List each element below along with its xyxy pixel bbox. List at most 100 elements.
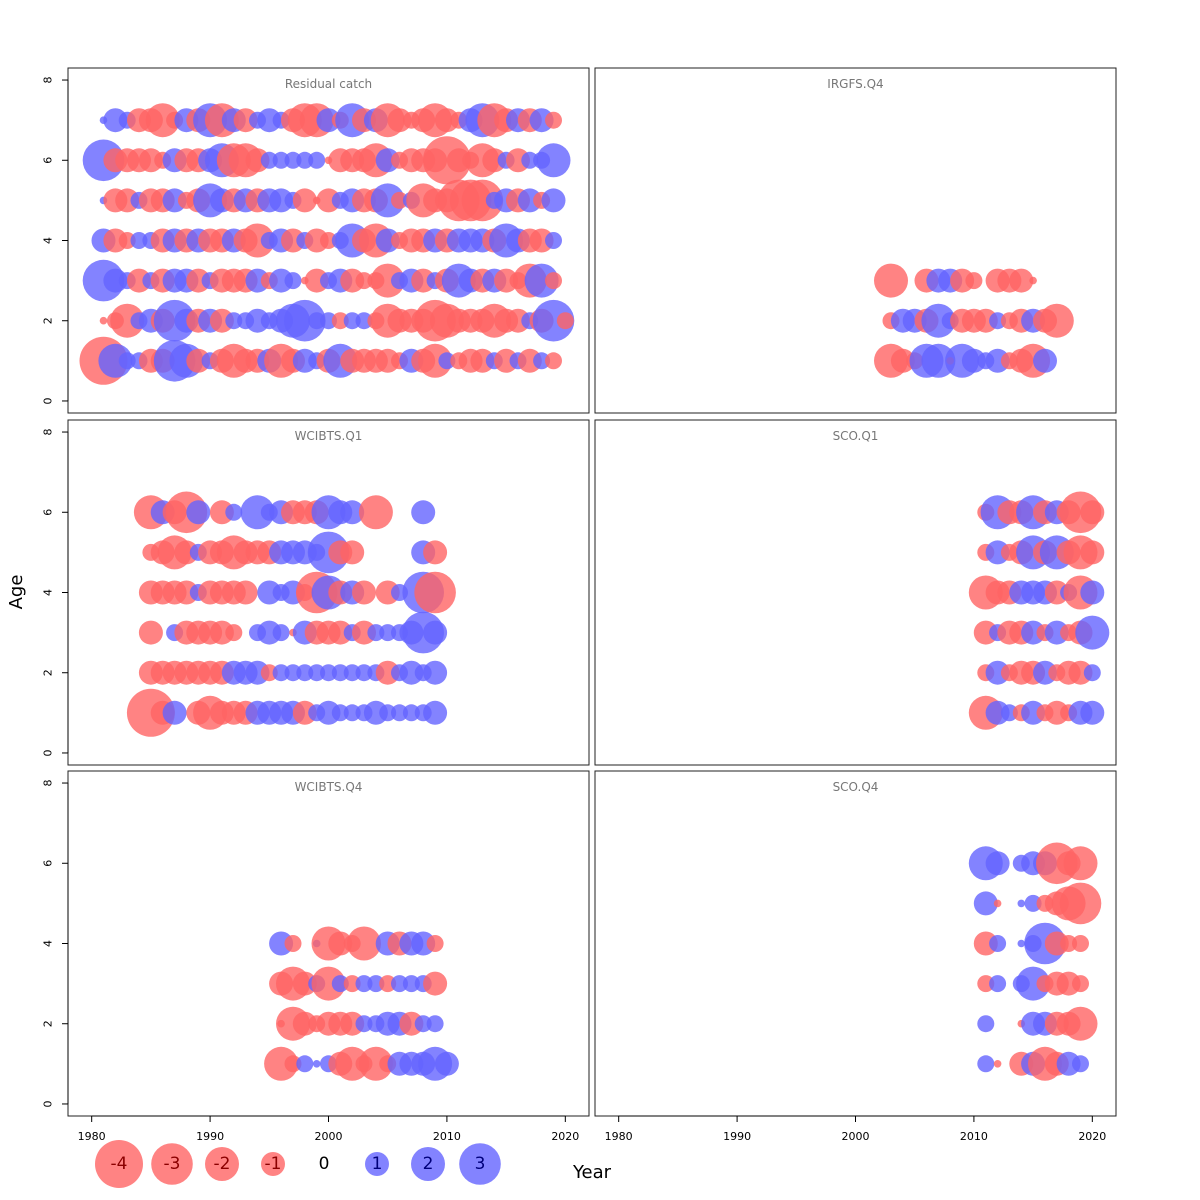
residual-bubble [1080, 540, 1105, 565]
legend-bubble [95, 1140, 143, 1188]
residual-bubble [1017, 939, 1026, 948]
residual-bubble [379, 975, 397, 993]
y-tick-label: 0 [42, 1100, 55, 1107]
legend-bubble [261, 1152, 285, 1176]
residual-bubble [1063, 1006, 1098, 1041]
y-tick-label: 2 [42, 317, 55, 324]
residual-bubble [977, 1055, 995, 1073]
residual-bubble [311, 966, 346, 1001]
panel-title: SCO.Q4 [833, 780, 879, 794]
residual-bubble [414, 1015, 432, 1033]
residual-bubble [284, 299, 326, 342]
residual-bubble [977, 975, 995, 993]
legend-label: -1 [265, 1154, 282, 1174]
residual-bubble [343, 704, 361, 722]
residual-bubble [989, 312, 1007, 330]
residual-bubble [335, 1046, 370, 1081]
residual-bubble [1017, 899, 1026, 908]
residual-bubble [240, 223, 275, 258]
residual-bubble [320, 232, 337, 249]
residual-bubble [260, 664, 278, 682]
panels-layer: Residual catch IRGFS.Q4 WCIBTS.Q1 SCO.Q1 WCI… [67, 67, 1117, 1117]
residual-bubble [414, 571, 456, 614]
residual-bubble [343, 975, 361, 993]
panel-title: SCO.Q1 [833, 429, 879, 443]
residual-bubble [1024, 894, 1042, 912]
legend-bubble [365, 1152, 389, 1176]
residual-bubble [225, 624, 243, 642]
residual-bubble [993, 899, 1002, 908]
residual-bubble [347, 926, 381, 961]
residual-bubble [225, 503, 243, 521]
residual-bubble [292, 188, 317, 213]
residual-bubble [989, 935, 1007, 952]
legend-label: 3 [475, 1154, 486, 1174]
residual-bubble [1080, 700, 1105, 725]
residual-bubble [225, 312, 243, 330]
panel-frame [594, 419, 1117, 766]
residual-bubble [370, 263, 405, 298]
panel-title: WCIBTS.Q1 [295, 429, 363, 443]
residual-bubble [118, 352, 136, 370]
residual-bubble [1063, 846, 1098, 881]
residual-bubble [367, 624, 385, 642]
residual-bubble [352, 580, 376, 605]
residual-bubble [977, 1015, 995, 1033]
residual-bubble [308, 312, 326, 330]
y-tick-label: 8 [42, 77, 55, 84]
x-tick-label: 1990 [723, 1130, 751, 1143]
residual-bubble [1060, 935, 1078, 952]
residual-bubble [272, 624, 290, 642]
residual-bubble [1000, 704, 1018, 722]
panel: IRGFS.Q4 [594, 67, 1117, 414]
panel-title: IRGFS.Q4 [827, 77, 883, 91]
panel-title: Residual catch [285, 77, 372, 91]
residual-bubble [411, 500, 436, 525]
residual-bubble [340, 500, 365, 525]
x-tick-label: 2000 [315, 1130, 343, 1143]
residual-bubble [331, 704, 349, 722]
residual-bubble [110, 303, 145, 338]
residual-bubble [1059, 882, 1102, 925]
residual-bubble [367, 975, 385, 993]
residual-bubble [162, 700, 187, 725]
x-tick-label: 1980 [605, 1130, 633, 1143]
residual-bubble [284, 935, 302, 952]
residual-bubble [355, 975, 373, 993]
residual-bubble [545, 352, 562, 370]
residual-bubble [370, 183, 405, 218]
residual-bubble [331, 312, 349, 330]
legend-bubble [411, 1147, 445, 1181]
residual-bubble [138, 620, 163, 645]
y-tick-label: 2 [42, 1020, 55, 1027]
residual-bubble [423, 700, 448, 725]
x-tick-label: 1980 [78, 1130, 106, 1143]
residual-bubble [1039, 303, 1074, 338]
residual-bubble [1016, 966, 1051, 1001]
residual-bubble [965, 272, 983, 290]
y-tick-label: 6 [42, 509, 55, 516]
residual-bubble [320, 312, 337, 330]
residual-bubble [1009, 268, 1034, 293]
panel: Residual catch [67, 67, 590, 414]
residual-bubble [343, 312, 361, 330]
residual-bubble [985, 851, 1010, 876]
residual-bubble [545, 272, 562, 290]
residual-bubble [1029, 276, 1037, 285]
residual-bubble [118, 232, 136, 249]
panel: SCO.Q1 [594, 419, 1117, 766]
residual-bubble [308, 664, 326, 682]
residual-bubble [296, 151, 314, 169]
legend-label: 2 [423, 1154, 434, 1174]
residual-bubble [296, 664, 314, 682]
residual-bubble [532, 299, 575, 342]
y-tick-label: 0 [42, 397, 55, 404]
residual-bubble [340, 540, 365, 565]
residual-bubble [260, 151, 278, 169]
residual-bubble [320, 664, 337, 682]
residual-bubble [284, 151, 302, 169]
residual-bubble [312, 1060, 321, 1068]
legend-label: 1 [372, 1154, 383, 1174]
residual-bubble [423, 971, 448, 996]
x-tick-label: 2010 [960, 1130, 988, 1143]
